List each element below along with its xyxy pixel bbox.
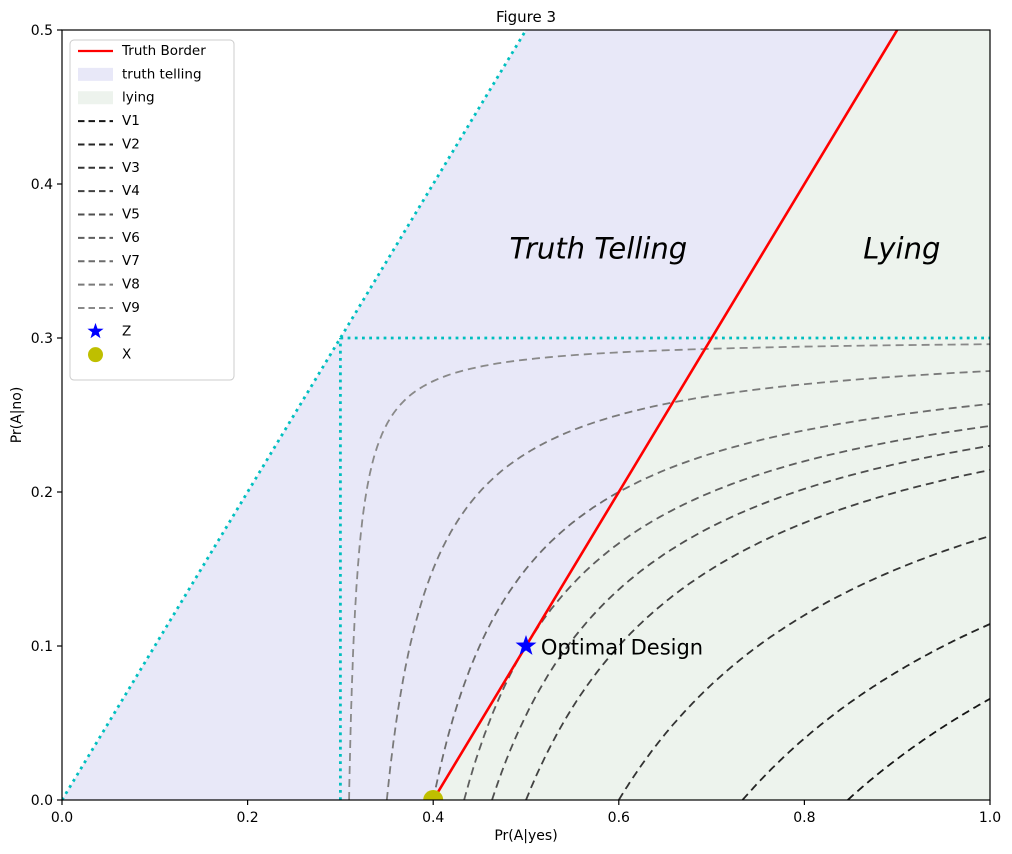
plot-frame bbox=[61, 29, 991, 801]
legend-item-label: V3 bbox=[122, 160, 140, 176]
y-axis-label: Pr(A|no) bbox=[9, 387, 25, 444]
legend-item-label: V1 bbox=[122, 113, 140, 129]
x-tick-label: 0.8 bbox=[793, 810, 815, 826]
contour-curve-V8 bbox=[385, 370, 990, 800]
legend-item-V7: V7 bbox=[78, 253, 140, 269]
legend-item-V6: V6 bbox=[78, 230, 140, 246]
y-tick-label: 0.1 bbox=[31, 639, 53, 655]
legend-item-label: Z bbox=[122, 323, 131, 339]
axes-layer: Figure 3 Pr(A|yes) Pr(A|no) 0.0 0.2 0.4 0.6… bbox=[9, 8, 1001, 844]
constraint-dotted-line-1 bbox=[62, 30, 528, 800]
x-tick-group: 0.0 0.2 0.4 0.6 0.8 1.0 bbox=[51, 800, 1001, 826]
marker-layer bbox=[423, 635, 537, 800]
contour-curve-V6 bbox=[463, 425, 990, 800]
legend-item-V5: V5 bbox=[78, 207, 140, 223]
legend-circle-icon bbox=[88, 347, 103, 363]
legend-item-V3: V3 bbox=[78, 160, 140, 176]
legend-item-label: X bbox=[122, 347, 131, 363]
legend-item-label: V7 bbox=[122, 253, 140, 269]
legend-item-X: X bbox=[88, 347, 131, 363]
marker-X-dot bbox=[423, 790, 444, 800]
y-tick-label: 0.0 bbox=[31, 793, 53, 809]
legend-box bbox=[69, 39, 235, 381]
contour-curve-V7 bbox=[432, 403, 990, 800]
legend-item-label: truth telling bbox=[122, 66, 202, 82]
region-truth-telling bbox=[62, 30, 898, 800]
x-tick-label: 0.2 bbox=[236, 810, 258, 826]
legend-item-label: V4 bbox=[122, 183, 140, 199]
legend-item-V8: V8 bbox=[78, 277, 140, 293]
y-tick-label: 0.5 bbox=[31, 23, 53, 39]
contour-curve-V4 bbox=[525, 469, 990, 800]
annotation-layer: Truth Telling Lying Optimal Design bbox=[510, 232, 941, 660]
legend-item-V9: V9 bbox=[78, 300, 140, 316]
contour-curve-V9 bbox=[348, 343, 990, 800]
marker-Z-star bbox=[515, 635, 537, 655]
annotation-lying: Lying bbox=[863, 232, 940, 266]
legend-item-V1: V1 bbox=[78, 113, 140, 129]
legend-item-Z: Z bbox=[87, 322, 131, 339]
truth-border-line bbox=[432, 30, 899, 800]
legend-item-label: lying bbox=[122, 90, 155, 106]
legend-patch-swatch bbox=[78, 67, 113, 81]
x-axis-label: Pr(A|yes) bbox=[494, 828, 557, 844]
x-tick-label: 0.0 bbox=[51, 810, 73, 826]
legend-item-label: V9 bbox=[122, 300, 140, 316]
legend-item-label: V5 bbox=[122, 207, 140, 223]
truth-border-layer bbox=[432, 30, 899, 800]
contour-curve-V5 bbox=[491, 444, 990, 800]
legend-item-lying: lying bbox=[78, 90, 155, 106]
figure-title: Figure 3 bbox=[496, 8, 556, 26]
legend-item-V4: V4 bbox=[78, 183, 140, 199]
contour-curve-V1 bbox=[847, 698, 990, 800]
legend-patch-swatch bbox=[78, 91, 113, 105]
legend-item-Truth-Border: Truth Border bbox=[78, 43, 206, 59]
annotation-optimal-design: Optimal Design bbox=[541, 636, 703, 660]
region-layer bbox=[62, 30, 990, 800]
y-tick-group: 0.0 0.1 0.2 0.3 0.4 0.5 bbox=[31, 23, 62, 809]
y-tick-label: 0.2 bbox=[31, 485, 53, 501]
contour-curve-V2 bbox=[741, 623, 990, 800]
legend: Truth Border truth telling lying V1 V2 V3 V4 V5… bbox=[69, 39, 235, 381]
legend-item-label: Truth Border bbox=[121, 43, 206, 59]
region-lying bbox=[433, 30, 990, 800]
constraint-line-layer bbox=[62, 30, 990, 800]
legend-item-V2: V2 bbox=[78, 136, 140, 152]
legend-star-icon bbox=[87, 322, 104, 339]
legend-item-truth-telling: truth telling bbox=[78, 66, 202, 82]
legend-item-label: V8 bbox=[122, 277, 140, 293]
y-tick-label: 0.4 bbox=[31, 177, 53, 193]
x-tick-label: 0.4 bbox=[422, 810, 444, 826]
y-tick-label: 0.3 bbox=[31, 331, 53, 347]
v-curve-layer bbox=[348, 343, 990, 800]
x-tick-label: 1.0 bbox=[979, 810, 1001, 826]
legend-item-label: V2 bbox=[122, 136, 140, 152]
annotation-truth-telling: Truth Telling bbox=[510, 232, 688, 266]
legend-item-label: V6 bbox=[122, 230, 140, 246]
x-tick-label: 0.6 bbox=[608, 810, 630, 826]
